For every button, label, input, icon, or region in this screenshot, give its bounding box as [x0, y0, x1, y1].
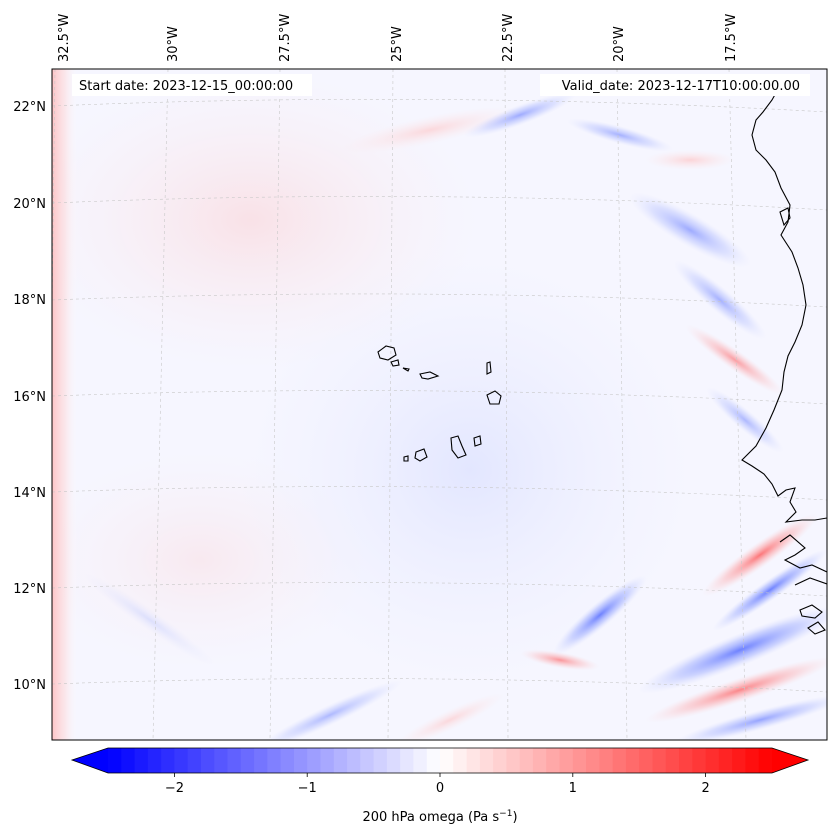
island-boa-vista — [486, 390, 502, 405]
start-date-box — [72, 74, 312, 96]
colorbar-cell — [532, 748, 547, 773]
colorbar-cell — [679, 748, 693, 773]
colorbar-cell — [267, 748, 282, 773]
lat-label-22n: 22°N — [13, 100, 46, 115]
lat-label-14n: 14°N — [13, 486, 46, 501]
colorbar-cell — [426, 748, 441, 773]
colorbar-cell — [280, 748, 295, 773]
colorbar-cell — [586, 748, 600, 773]
colorbar-tick-label: −1 — [298, 781, 317, 796]
colorbar-cell — [519, 748, 534, 773]
lon-label-32-5w: 32.5°W — [57, 14, 72, 62]
colorbar-cell — [400, 748, 415, 773]
colorbar-cell — [546, 748, 561, 773]
lat-label-20n: 20°N — [13, 197, 46, 212]
colorbar-cell — [652, 748, 667, 773]
valid-date-box — [540, 74, 810, 96]
colorbar-cell — [758, 748, 773, 773]
lon-label-27-5w: 27.5°W — [278, 14, 293, 62]
island-santiago — [450, 435, 467, 459]
map-frame — [51, 68, 828, 741]
colorbar-cell — [121, 748, 136, 773]
colorbar-label-exponent: −1 — [499, 809, 512, 819]
colorbar-cell — [347, 748, 361, 773]
island-santo-antao — [377, 345, 397, 361]
africa-coastline — [741, 81, 827, 523]
valid-date-label: Valid_date: 2023-12-17T10:00:00.00 — [562, 79, 800, 94]
colorbar-extend-high — [772, 748, 808, 773]
colorbar-cell — [108, 748, 122, 773]
colorbar-cell — [240, 748, 255, 773]
colorbar-tick-label: −2 — [165, 781, 184, 796]
lon-label-17-5w: 17.5°W — [724, 14, 739, 62]
colorbar-cell — [360, 748, 375, 773]
colorbar-cell — [625, 748, 640, 773]
colorbar-cell — [200, 748, 215, 773]
colorbar-label: 200 hPa omega (Pa s−1) — [362, 809, 517, 825]
colorbar-cell — [293, 748, 308, 773]
colorbar-cell — [493, 748, 507, 773]
lon-label-22-5w: 22.5°W — [501, 14, 516, 62]
colorbar-cell — [732, 748, 747, 773]
map-panel: Start date: 2023-12-15_00:00:00 Valid_da… — [51, 68, 828, 741]
colorbar-cell — [718, 748, 733, 773]
colorbar-cell — [147, 748, 162, 773]
colorbar-label-close: ) — [512, 810, 517, 825]
colorbar-cells — [108, 748, 773, 773]
colorbar-cell — [333, 748, 348, 773]
colorbar-cell — [386, 748, 401, 773]
colorbar-cell — [373, 748, 388, 773]
colorbar-tick-label: 2 — [701, 781, 709, 796]
lat-label-10n: 10°N — [13, 678, 46, 693]
colorbar-cell — [599, 748, 614, 773]
latitude-labels: 22°N 20°N 18°N 16°N 14°N 12°N 10°N — [13, 100, 46, 693]
colorbar-cell — [413, 748, 428, 773]
start-date-label: Start date: 2023-12-15_00:00:00 — [79, 79, 293, 94]
colorbar-cell — [320, 748, 335, 773]
omega-field — [52, 69, 827, 740]
colorbar-cell — [161, 748, 175, 773]
colorbar-cell — [254, 748, 268, 773]
colorbar: −2 −1 0 1 2 200 hPa omega (Pa s−1) — [70, 747, 810, 825]
lat-label-12n: 12°N — [13, 582, 46, 597]
lat-label-16n: 16°N — [13, 390, 46, 405]
colorbar-ticks: −2 −1 0 1 2 — [165, 773, 710, 796]
colorbar-cell — [665, 748, 680, 773]
colorbar-label-text: 200 hPa omega (Pa s — [362, 810, 499, 825]
colorbar-cell — [572, 748, 587, 773]
colorbar-cell — [612, 748, 627, 773]
colorbar-cell — [214, 748, 229, 773]
lon-label-20w: 20°W — [612, 26, 627, 62]
colorbar-cell — [745, 748, 760, 773]
colorbar-tick-label: 0 — [436, 781, 444, 796]
colorbar-cell — [506, 748, 521, 773]
lon-label-25w: 25°W — [390, 26, 405, 62]
colorbar-cell — [134, 748, 149, 773]
colorbar-cell — [639, 748, 654, 773]
longitude-labels: 32.5°W 30°W 27.5°W 25°W 22.5°W 20°W 17.5… — [57, 14, 739, 62]
colorbar-cell — [174, 748, 189, 773]
coastlines — [377, 81, 827, 635]
colorbar-cell — [479, 748, 494, 773]
colorbar-cell — [187, 748, 202, 773]
colorbar-cell — [559, 748, 574, 773]
colorbar-cell — [705, 748, 720, 773]
colorbar-cell — [440, 748, 454, 773]
colorbar-extend-low — [72, 748, 108, 773]
graticule — [52, 69, 827, 740]
colorbar-cell — [466, 748, 481, 773]
colorbar-outline — [70, 747, 810, 774]
colorbar-cell — [453, 748, 468, 773]
colorbar-tick-label: 1 — [569, 781, 577, 796]
colorbar-cell — [227, 748, 242, 773]
colorbar-cell — [692, 748, 707, 773]
lat-label-18n: 18°N — [13, 293, 46, 308]
colorbar-cell — [307, 748, 322, 773]
lon-label-30w: 30°W — [166, 26, 181, 62]
